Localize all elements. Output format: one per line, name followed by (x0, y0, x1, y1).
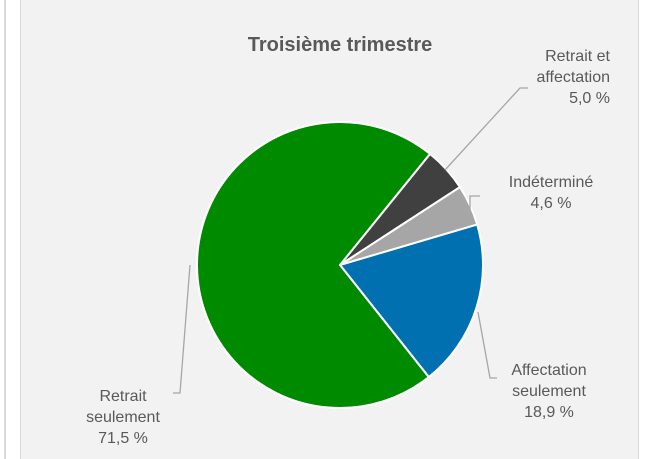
label-value: 18,9 % (524, 404, 574, 421)
data-label: Retrait et affectation 5,0 % (515, 46, 610, 109)
data-label: Indéterminé 4,6 % (485, 172, 617, 214)
label-name: Affectation seulement (511, 362, 587, 400)
data-label: Affectation seulement 18,9 % (497, 360, 601, 423)
pie-slice (338, 223, 484, 379)
leader-line (469, 195, 480, 210)
pie-slice (196, 121, 432, 409)
leader-line (444, 87, 528, 171)
chart-title: Troisième trimestre (247, 34, 433, 56)
frame-edge (4, 0, 6, 459)
label-name: Retrait seulement (86, 388, 160, 426)
label-name: Retrait et affectation (536, 48, 610, 86)
label-name: Indéterminé (508, 174, 594, 191)
leader-line (477, 311, 497, 379)
label-value: 4,6 % (530, 195, 572, 212)
data-label: Retrait seulement 71,5 % (73, 386, 173, 449)
label-value: 71,5 % (98, 430, 148, 447)
leader-line (173, 264, 191, 394)
label-value: 5,0 % (569, 90, 610, 107)
